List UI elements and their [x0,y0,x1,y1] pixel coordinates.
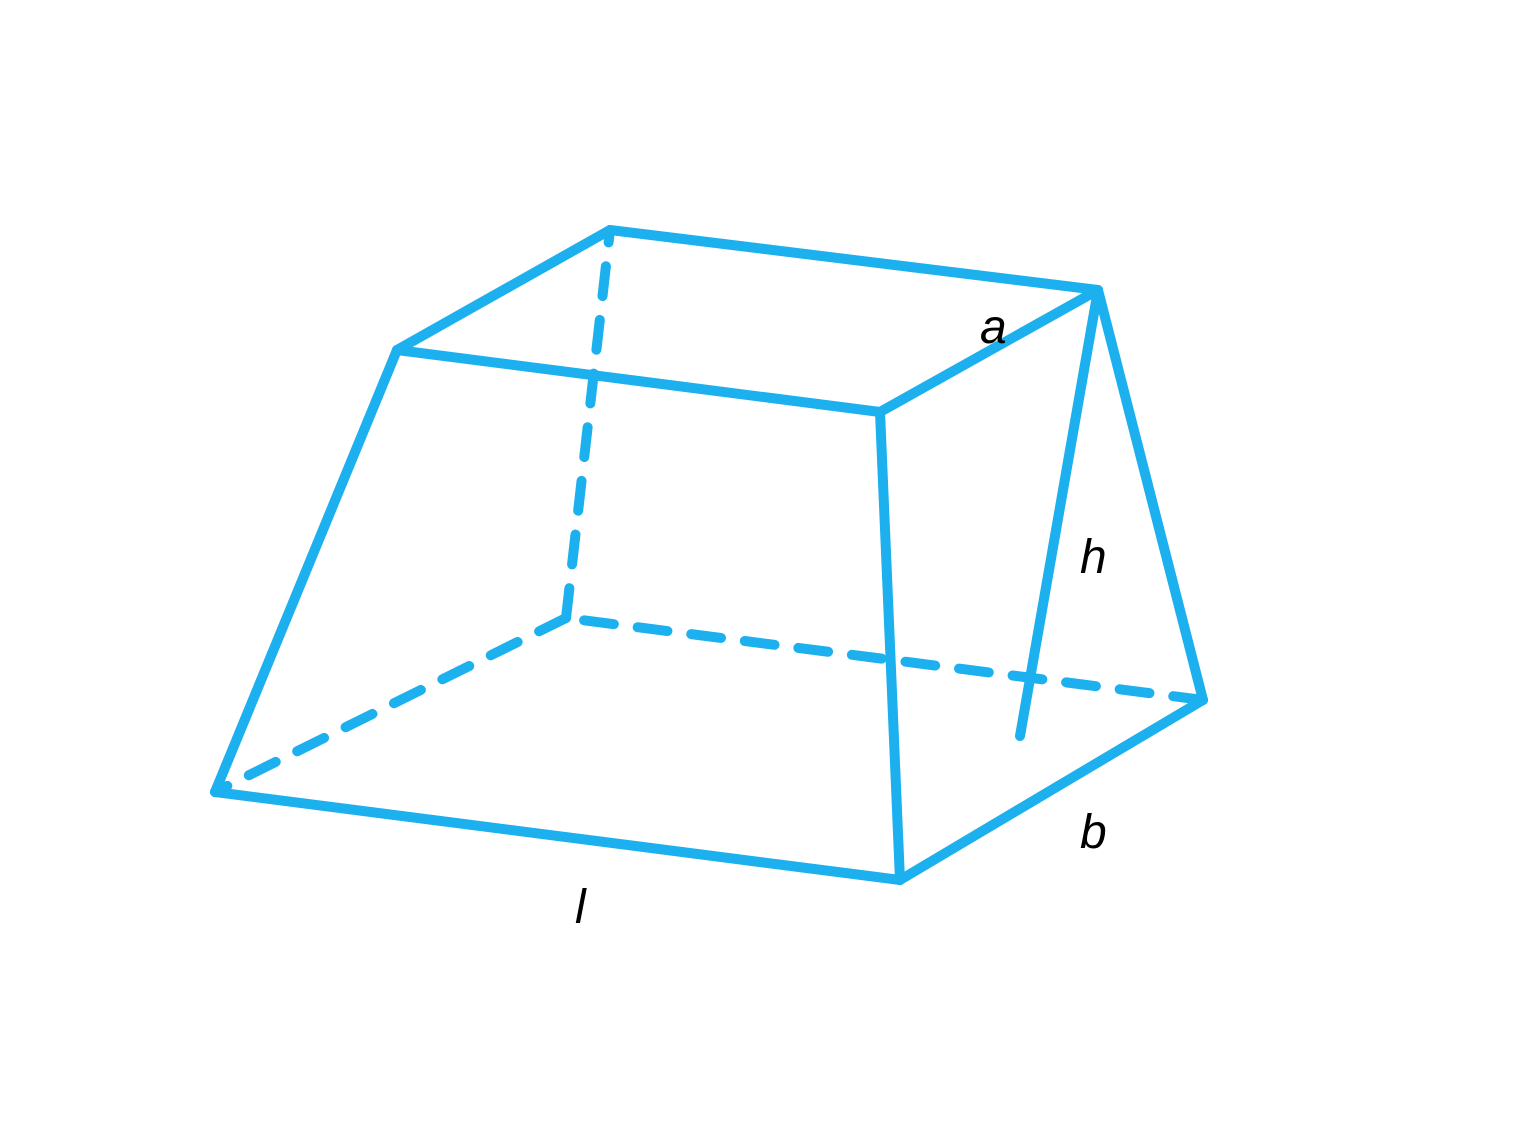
label-a: a [980,300,1007,355]
label-h: h [1080,530,1107,585]
diagram-canvas: a h b l [0,0,1536,1134]
label-l: l [575,880,586,935]
trapezoidal-prism-diagram [0,0,1536,1134]
label-b: b [1080,805,1107,860]
